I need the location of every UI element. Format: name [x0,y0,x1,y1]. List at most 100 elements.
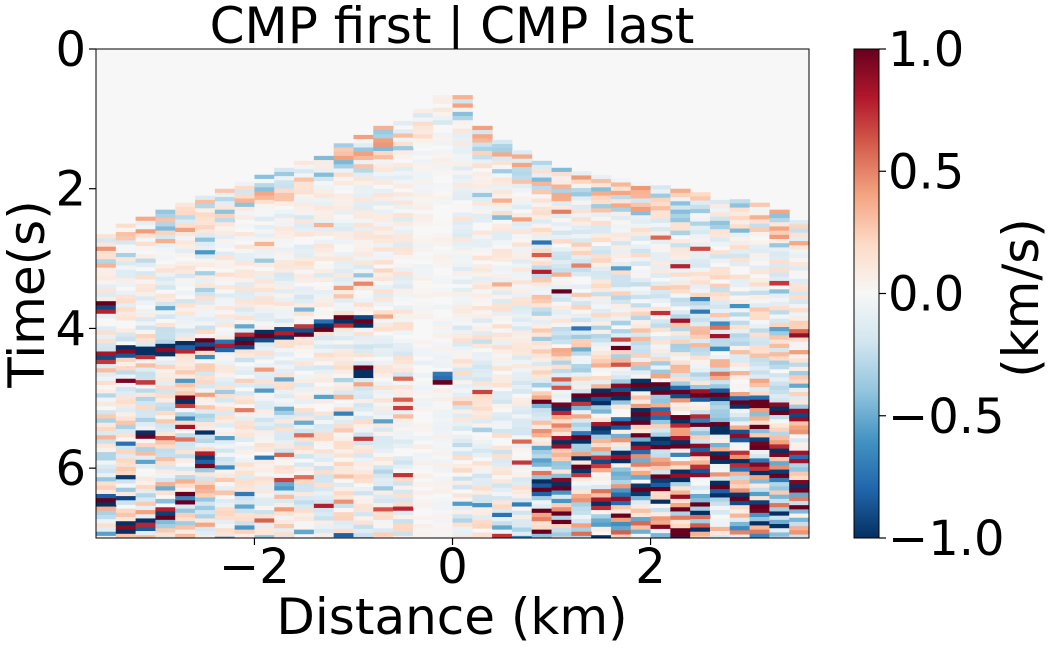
heatmap-cell [511,414,533,419]
heatmap-cell [412,398,434,403]
heatmap-cell [333,206,354,211]
heatmap-cell [135,287,156,293]
heatmap-cell [670,343,691,349]
heatmap-cell [373,402,394,408]
heatmap-cell [709,359,731,364]
heatmap-cell [591,204,612,209]
heatmap-cell [353,466,374,471]
heatmap-cell [709,220,731,226]
heatmap-cell [254,346,275,352]
heatmap-cell [452,157,473,163]
heatmap-cell [373,381,394,387]
heatmap-cell [155,339,176,345]
heatmap-cell [254,497,275,503]
heatmap-cell [254,371,275,377]
heatmap-cell [749,286,770,292]
heatmap-cell [749,328,770,334]
heatmap-cell [432,153,453,159]
heatmap-cell [214,431,236,437]
heatmap-cell [313,243,335,249]
heatmap-cell [472,314,493,320]
heatmap-cell [254,422,275,427]
heatmap-cell [96,255,117,260]
heatmap-cell [690,343,711,348]
heatmap-cell [135,505,156,511]
heatmap-cell [155,364,176,370]
heatmap-cell [214,482,236,487]
heatmap-cell [571,468,592,474]
heatmap-cell [155,519,176,525]
heatmap-cell [789,412,809,418]
heatmap-cell [412,465,434,470]
heatmap-cell [492,538,512,543]
heatmap-cell [452,367,473,373]
heatmap-cell [551,394,572,399]
heatmap-cell [551,440,572,445]
heatmap-cell [393,477,414,482]
heatmap-cell [214,205,236,211]
heatmap-cell [511,431,533,436]
heatmap-cell [571,489,592,495]
heatmap-cell [769,482,790,487]
heatmap-cell [195,363,216,368]
heatmap-cell [294,416,315,422]
heatmap-cell [234,190,255,195]
heatmap-cell [709,468,731,473]
heatmap-cell [492,160,513,166]
heatmap-cell [452,518,473,524]
heatmap-cell [709,518,731,524]
heatmap-cell [234,420,255,426]
heatmap-cell [254,480,275,486]
heatmap-cell [531,278,553,283]
heatmap-cell [452,107,473,113]
heatmap-cell [690,234,711,239]
heatmap-cell [492,496,513,501]
heatmap-cell [155,507,176,512]
heatmap-cell [650,453,671,459]
heatmap-cell [175,412,196,417]
heatmap-cell [294,437,315,442]
heatmap-cell [373,318,394,324]
heatmap-cell [214,322,236,328]
heatmap-cell [650,482,671,488]
heatmap-cell [551,331,572,336]
heatmap-cell [175,521,196,526]
heatmap-cell [274,167,295,173]
heatmap-cell [670,218,691,223]
heatmap-cell [432,157,453,163]
heatmap-cell [195,380,216,385]
heatmap-cell [96,452,117,457]
heatmap-cell [274,222,295,227]
heatmap-cell [551,364,572,370]
heatmap-cell [195,522,216,528]
heatmap-cell [333,445,354,450]
heatmap-cell [511,158,533,164]
heatmap-cell [412,184,434,190]
heatmap-cell [452,375,473,381]
heatmap-cell [492,479,513,484]
heatmap-cell [353,491,374,496]
heatmap-cell [373,222,394,227]
heatmap-cell [492,223,513,229]
heatmap-cell [294,311,315,317]
heatmap-cell [353,189,374,194]
heatmap-cell [690,506,711,512]
heatmap-cell [274,297,295,303]
heatmap-cell [690,519,711,524]
heatmap-cell [115,433,137,438]
heatmap-cell [551,306,572,311]
heatmap-cell [610,249,632,255]
heatmap-cell [115,429,137,434]
heatmap-cell [393,242,414,248]
heatmap-cell [115,282,137,287]
heatmap-cell [709,266,731,272]
heatmap-cell [353,432,374,438]
y-tick-label: 6 [55,441,86,497]
heatmap-cell [749,517,770,522]
heatmap-cell [492,512,513,518]
heatmap-cell [789,480,809,485]
heatmap-cell [551,503,572,508]
heatmap-cell [294,403,315,409]
heatmap-cell [650,520,671,526]
heatmap-cell [274,201,295,206]
